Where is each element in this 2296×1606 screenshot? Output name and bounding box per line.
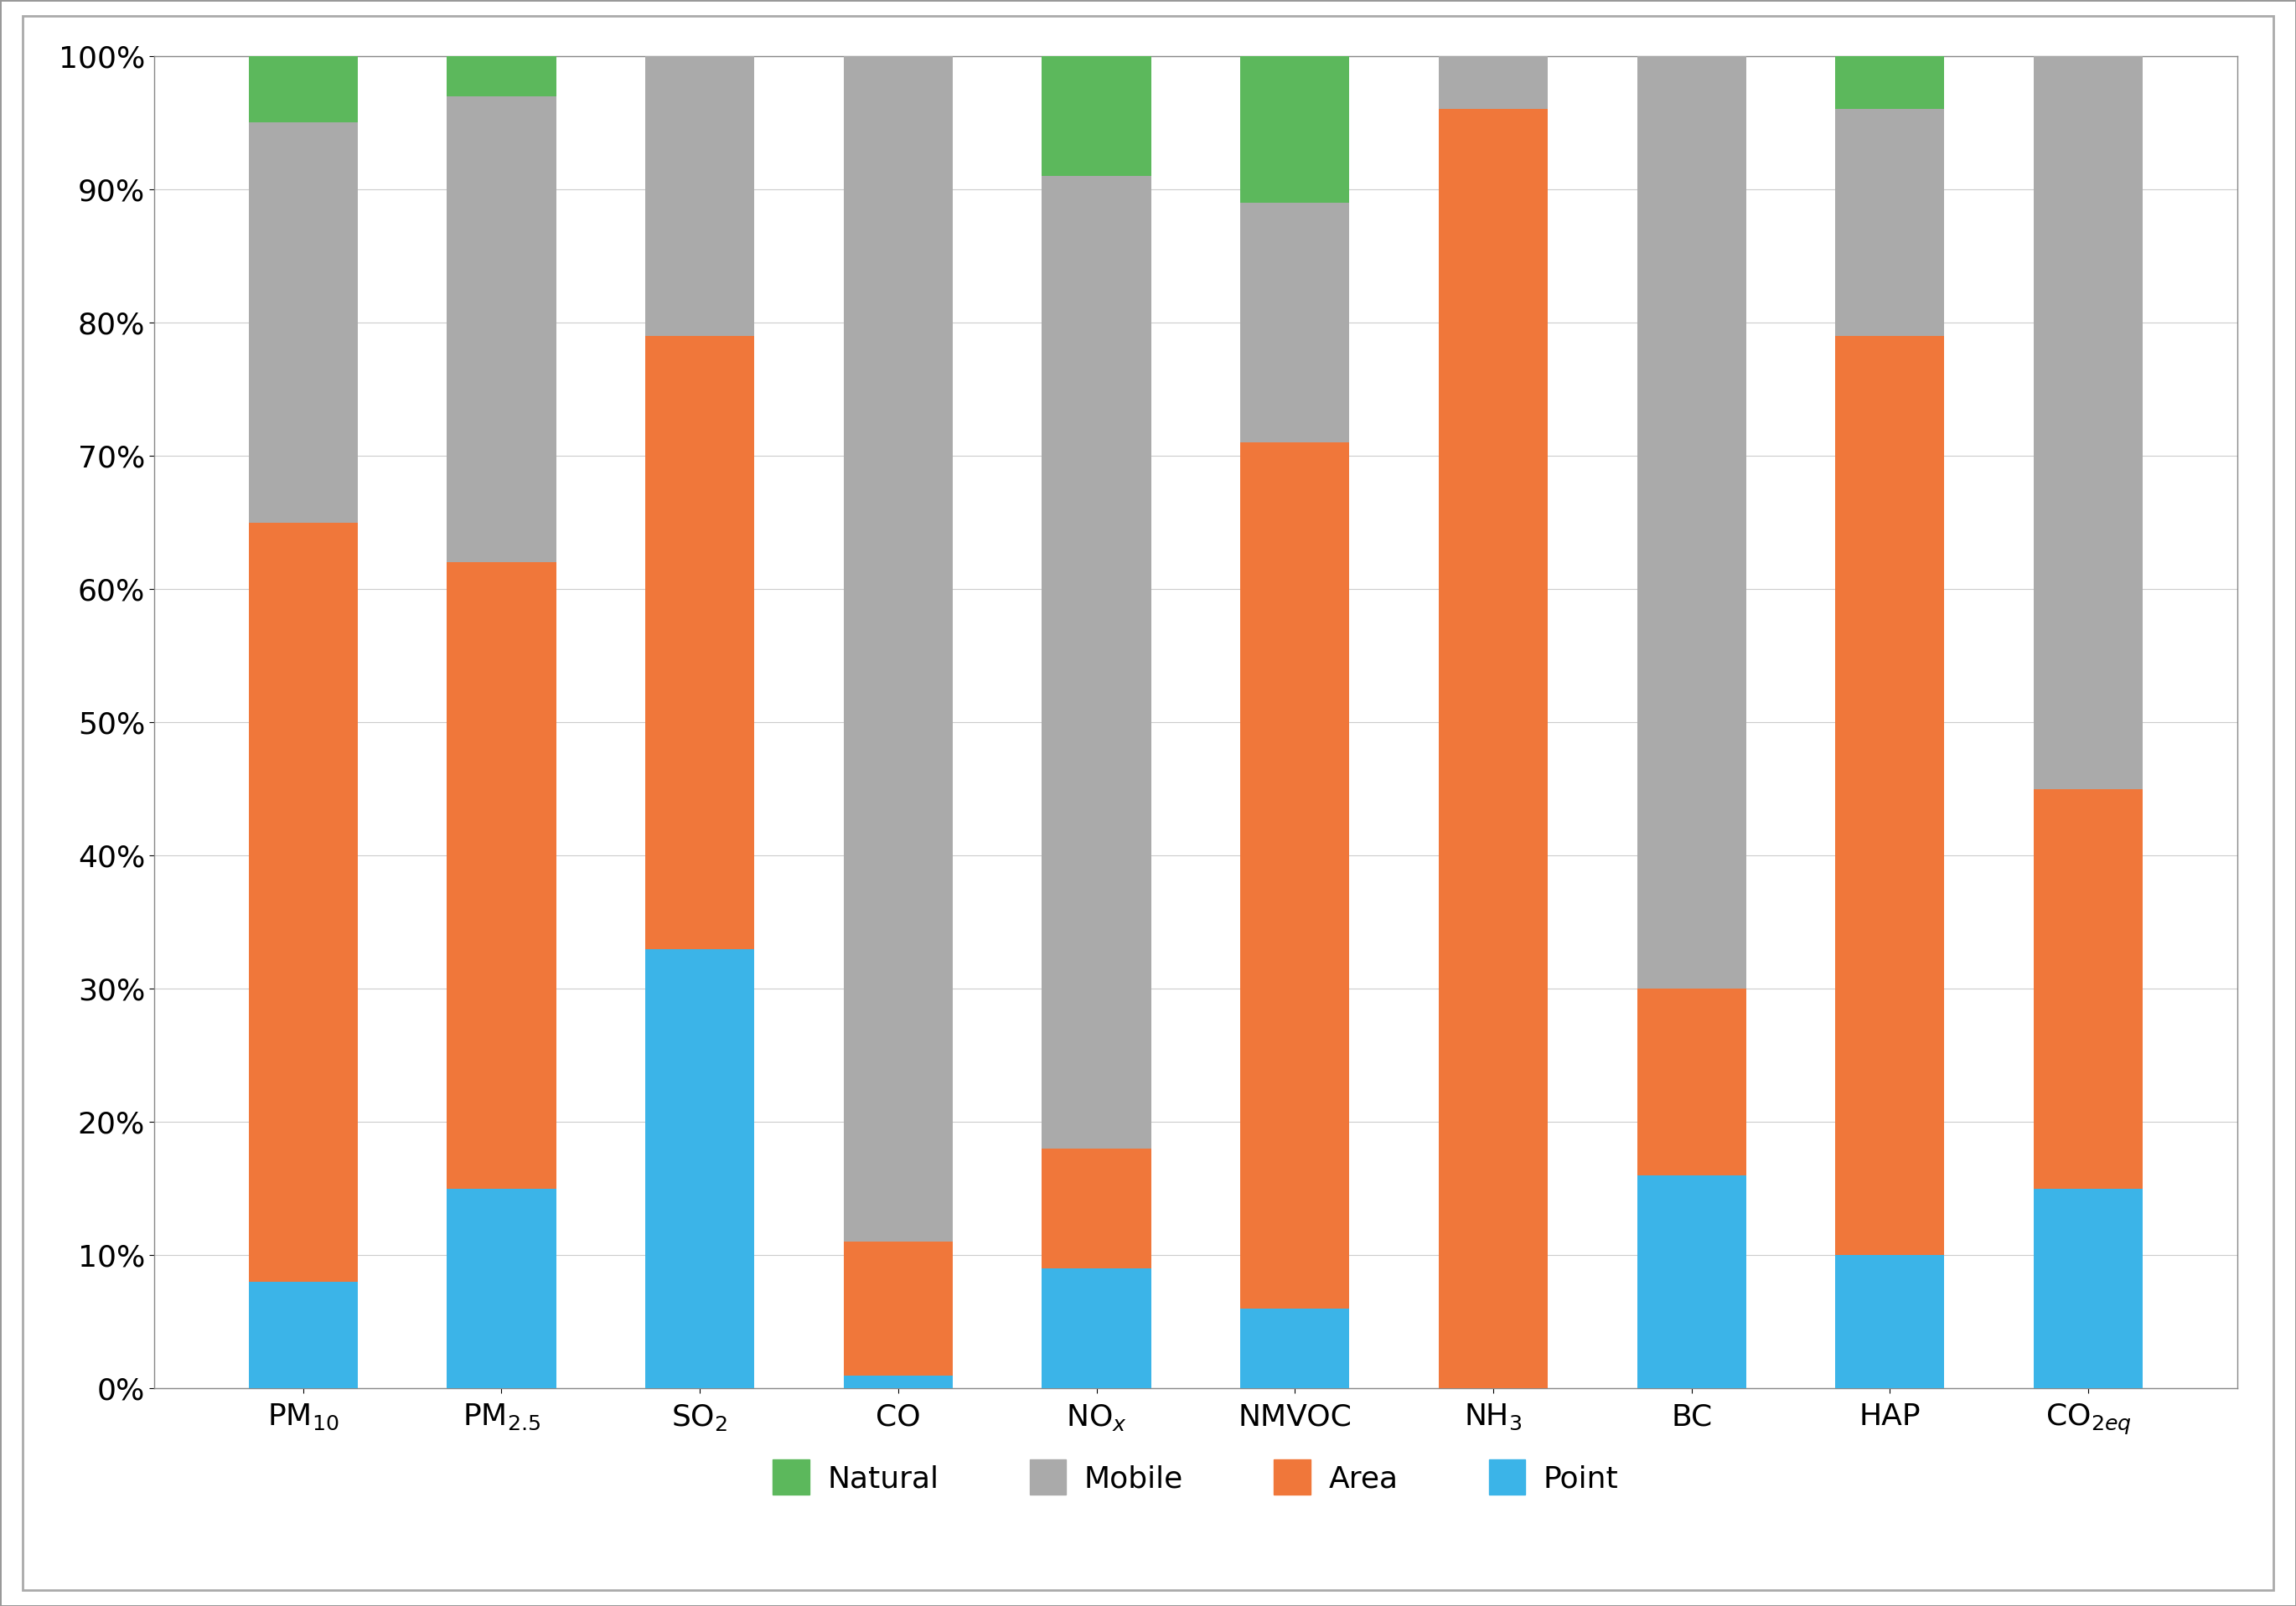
Bar [248,56,358,122]
Bar [448,96,556,562]
Bar [843,56,953,1241]
Bar [1835,109,1945,336]
Bar [1042,1269,1150,1389]
Bar [1240,202,1350,442]
Bar [1637,56,1745,989]
Bar [448,56,556,96]
Bar [1240,442,1350,1309]
Bar [843,1375,953,1389]
Bar [2034,56,2142,789]
Bar [248,522,358,1282]
Bar [1835,1256,1945,1389]
Bar [448,562,556,1188]
Bar [1835,56,1945,109]
Legend: Natural, Mobile, Area, Point: Natural, Mobile, Area, Point [760,1447,1630,1506]
Bar [1042,1148,1150,1269]
Bar [1637,989,1745,1176]
Bar [645,336,755,949]
Bar [843,1241,953,1375]
Bar [448,1188,556,1389]
Bar [1440,56,1548,109]
Bar [1042,56,1150,177]
Bar [645,949,755,1389]
Bar [1440,109,1548,1389]
Bar [1240,56,1350,202]
Bar [248,1282,358,1389]
Bar [248,122,358,522]
Bar [2034,789,2142,1188]
Bar [2034,1188,2142,1389]
Bar [1042,177,1150,1148]
Bar [1637,1176,1745,1389]
Bar [645,56,755,336]
Bar [1835,336,1945,1256]
Bar [1240,1309,1350,1389]
